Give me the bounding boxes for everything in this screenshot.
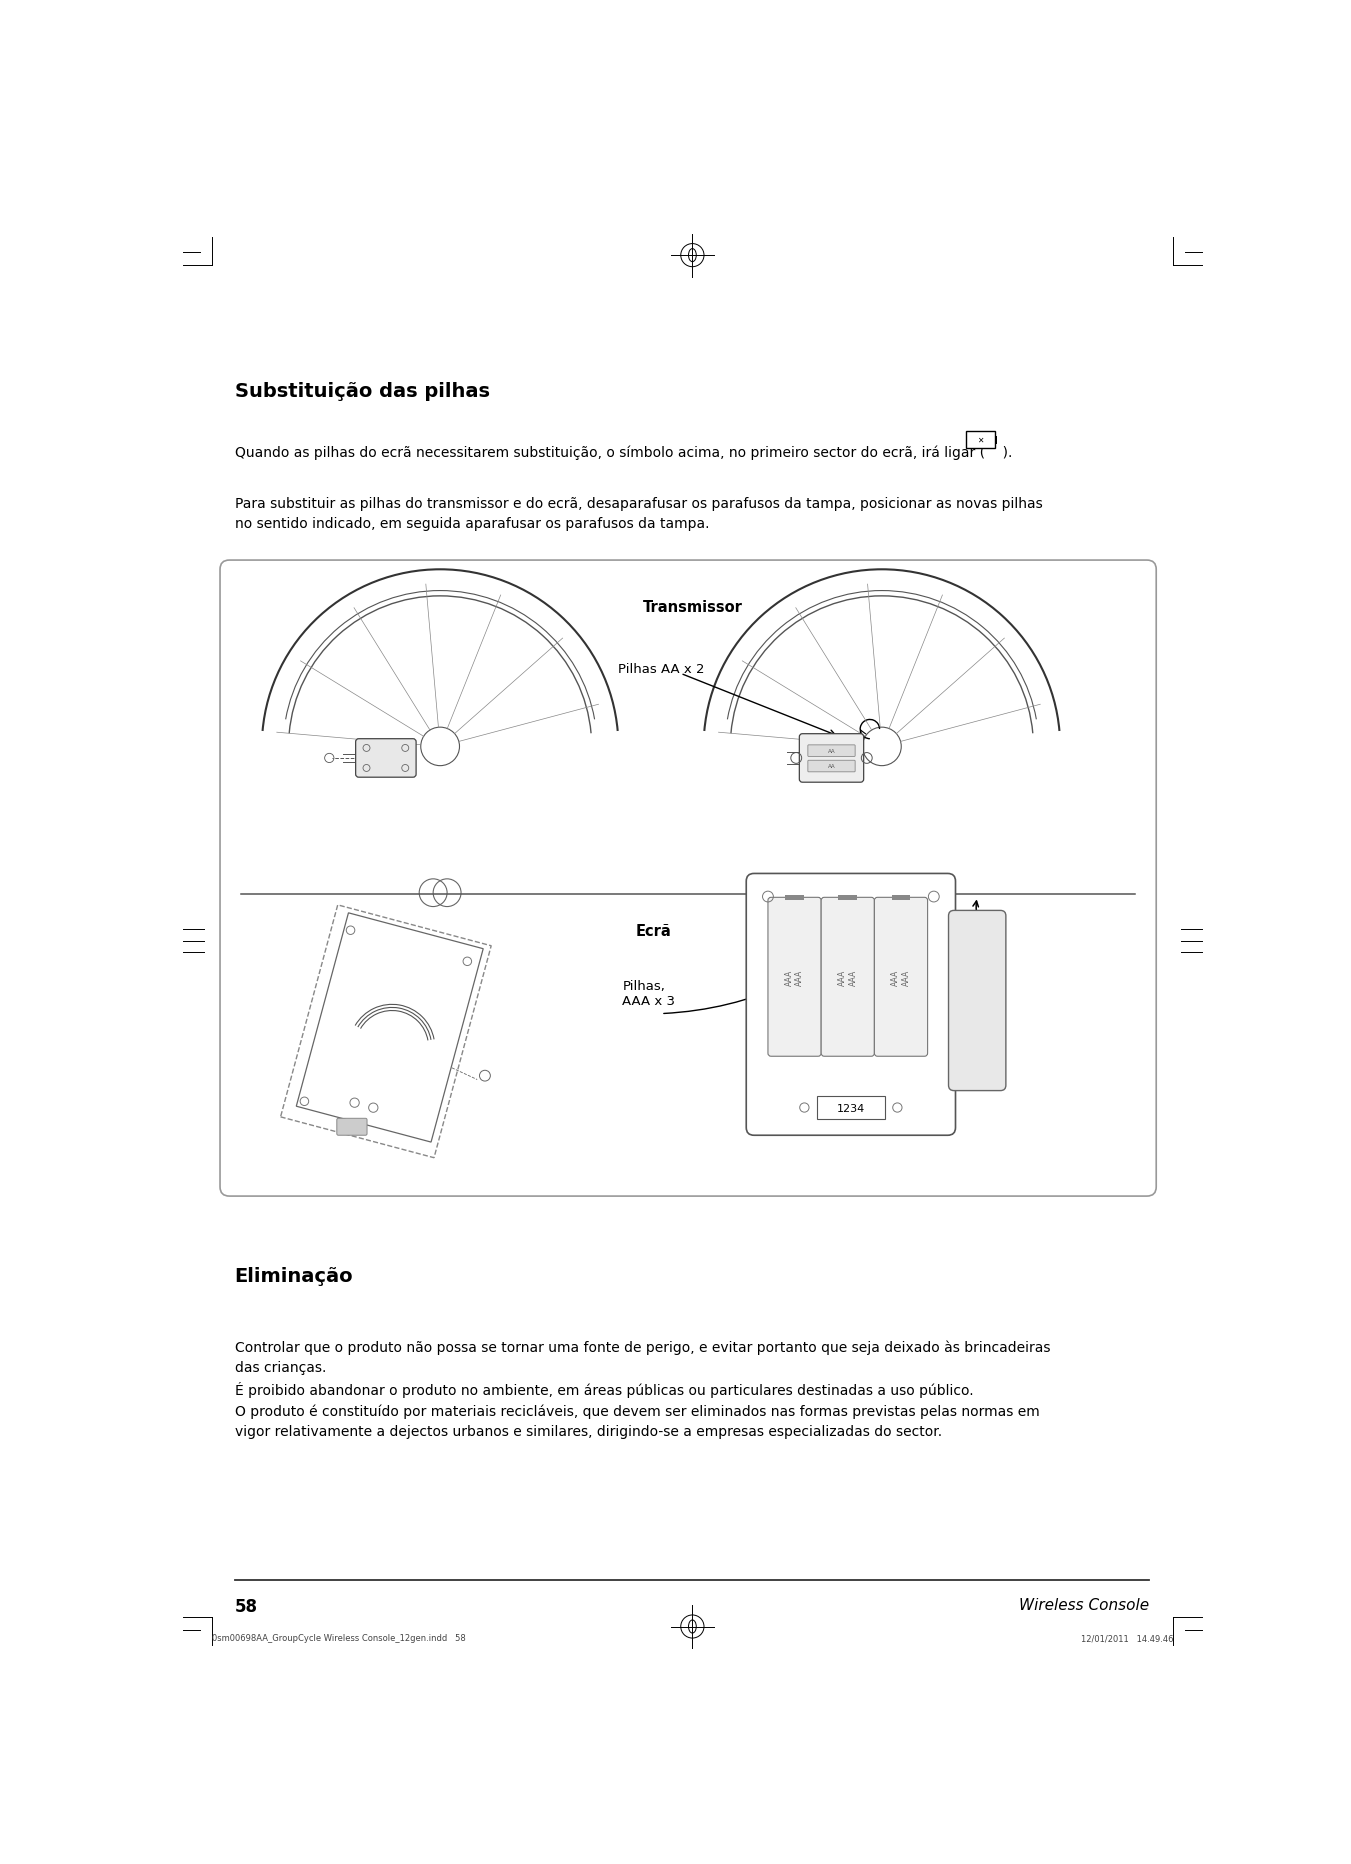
Text: AA: AA (828, 747, 835, 753)
FancyBboxPatch shape (966, 432, 996, 449)
FancyBboxPatch shape (355, 740, 416, 777)
Text: 1234: 1234 (836, 1103, 865, 1113)
FancyBboxPatch shape (948, 911, 1006, 1090)
Text: 0sm00698AA_GroupCycle Wireless Console_12gen.indd   58: 0sm00698AA_GroupCycle Wireless Console_1… (212, 1633, 465, 1642)
Text: Eliminação: Eliminação (235, 1266, 354, 1286)
FancyBboxPatch shape (785, 895, 804, 900)
Polygon shape (296, 913, 484, 1143)
Text: AAA
AAA: AAA AAA (838, 969, 858, 986)
Text: Wireless Console: Wireless Console (1019, 1597, 1150, 1612)
Text: Ecrã: Ecrã (636, 925, 671, 939)
Text: 12/01/2011   14.49.46: 12/01/2011 14.49.46 (1081, 1633, 1173, 1642)
Text: Substituição das pilhas: Substituição das pilhas (235, 382, 490, 401)
Text: Controlar que o produto não possa se tornar uma fonte de perigo, e evitar portan: Controlar que o produto não possa se tor… (235, 1340, 1050, 1439)
FancyBboxPatch shape (996, 436, 997, 445)
FancyBboxPatch shape (808, 761, 855, 772)
Text: 58: 58 (235, 1597, 258, 1616)
FancyBboxPatch shape (874, 898, 928, 1057)
FancyBboxPatch shape (336, 1118, 367, 1135)
FancyBboxPatch shape (821, 898, 874, 1057)
FancyBboxPatch shape (767, 898, 821, 1057)
Text: AA: AA (828, 764, 835, 768)
FancyBboxPatch shape (817, 1096, 885, 1120)
FancyBboxPatch shape (746, 874, 955, 1135)
FancyBboxPatch shape (800, 734, 863, 783)
Text: Quando as pilhas do ecrã necessitarem substituição, o símbolo acima, no primeiro: Quando as pilhas do ecrã necessitarem su… (235, 445, 1012, 460)
FancyBboxPatch shape (892, 895, 911, 900)
Text: Transmissor: Transmissor (643, 598, 742, 615)
FancyBboxPatch shape (220, 561, 1156, 1197)
Text: ✕: ✕ (977, 436, 984, 444)
Text: Pilhas,
AAA x 3: Pilhas, AAA x 3 (623, 979, 676, 1007)
Text: AAA
AAA: AAA AAA (892, 969, 911, 986)
Text: Para substituir as pilhas do transmissor e do ecrã, desaparafusar os parafusos d: Para substituir as pilhas do transmissor… (235, 498, 1043, 531)
Text: Pilhas AA x 2: Pilhas AA x 2 (619, 662, 705, 675)
FancyBboxPatch shape (839, 895, 857, 900)
FancyBboxPatch shape (808, 746, 855, 757)
Text: AAA
AAA: AAA AAA (785, 969, 804, 986)
